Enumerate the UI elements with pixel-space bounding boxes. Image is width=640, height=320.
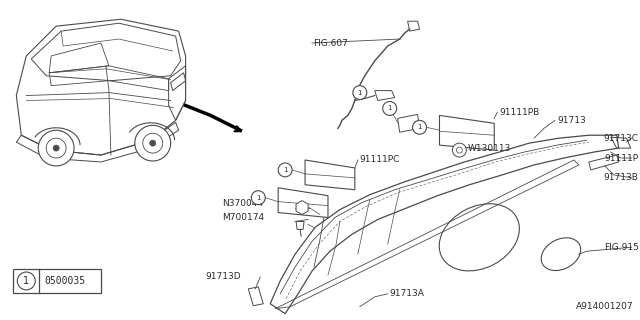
Text: M700174: M700174 <box>223 213 264 222</box>
Text: 91713C: 91713C <box>604 134 639 143</box>
Circle shape <box>17 272 35 290</box>
Text: 1: 1 <box>283 167 287 173</box>
Circle shape <box>383 101 397 116</box>
Circle shape <box>456 147 462 153</box>
Circle shape <box>452 143 467 157</box>
Circle shape <box>353 86 367 100</box>
Circle shape <box>252 191 265 204</box>
Circle shape <box>150 140 156 146</box>
Text: 91111PB: 91111PB <box>499 108 540 117</box>
Text: A914001207: A914001207 <box>576 302 634 311</box>
Text: 1: 1 <box>417 124 422 130</box>
Text: FIG.607: FIG.607 <box>313 38 348 48</box>
Text: 91713A: 91713A <box>390 289 424 298</box>
Text: 0500035: 0500035 <box>45 276 86 286</box>
Text: 91713: 91713 <box>557 116 586 125</box>
Text: 91111PC: 91111PC <box>360 156 400 164</box>
Circle shape <box>278 163 292 177</box>
Circle shape <box>38 130 74 166</box>
Text: FIG.915: FIG.915 <box>604 243 639 252</box>
Text: 91713D: 91713D <box>205 272 241 282</box>
Circle shape <box>53 145 59 151</box>
Circle shape <box>135 125 171 161</box>
Text: 1: 1 <box>387 106 392 111</box>
Text: 1: 1 <box>358 90 362 96</box>
Text: W130113: W130113 <box>467 144 511 153</box>
Text: N370044: N370044 <box>223 199 264 208</box>
Circle shape <box>46 138 66 158</box>
Circle shape <box>143 133 163 153</box>
Circle shape <box>413 120 426 134</box>
Text: 91111P: 91111P <box>605 154 639 163</box>
Text: 1: 1 <box>23 276 29 286</box>
Text: 1: 1 <box>256 195 260 201</box>
Text: 91713B: 91713B <box>604 173 639 182</box>
